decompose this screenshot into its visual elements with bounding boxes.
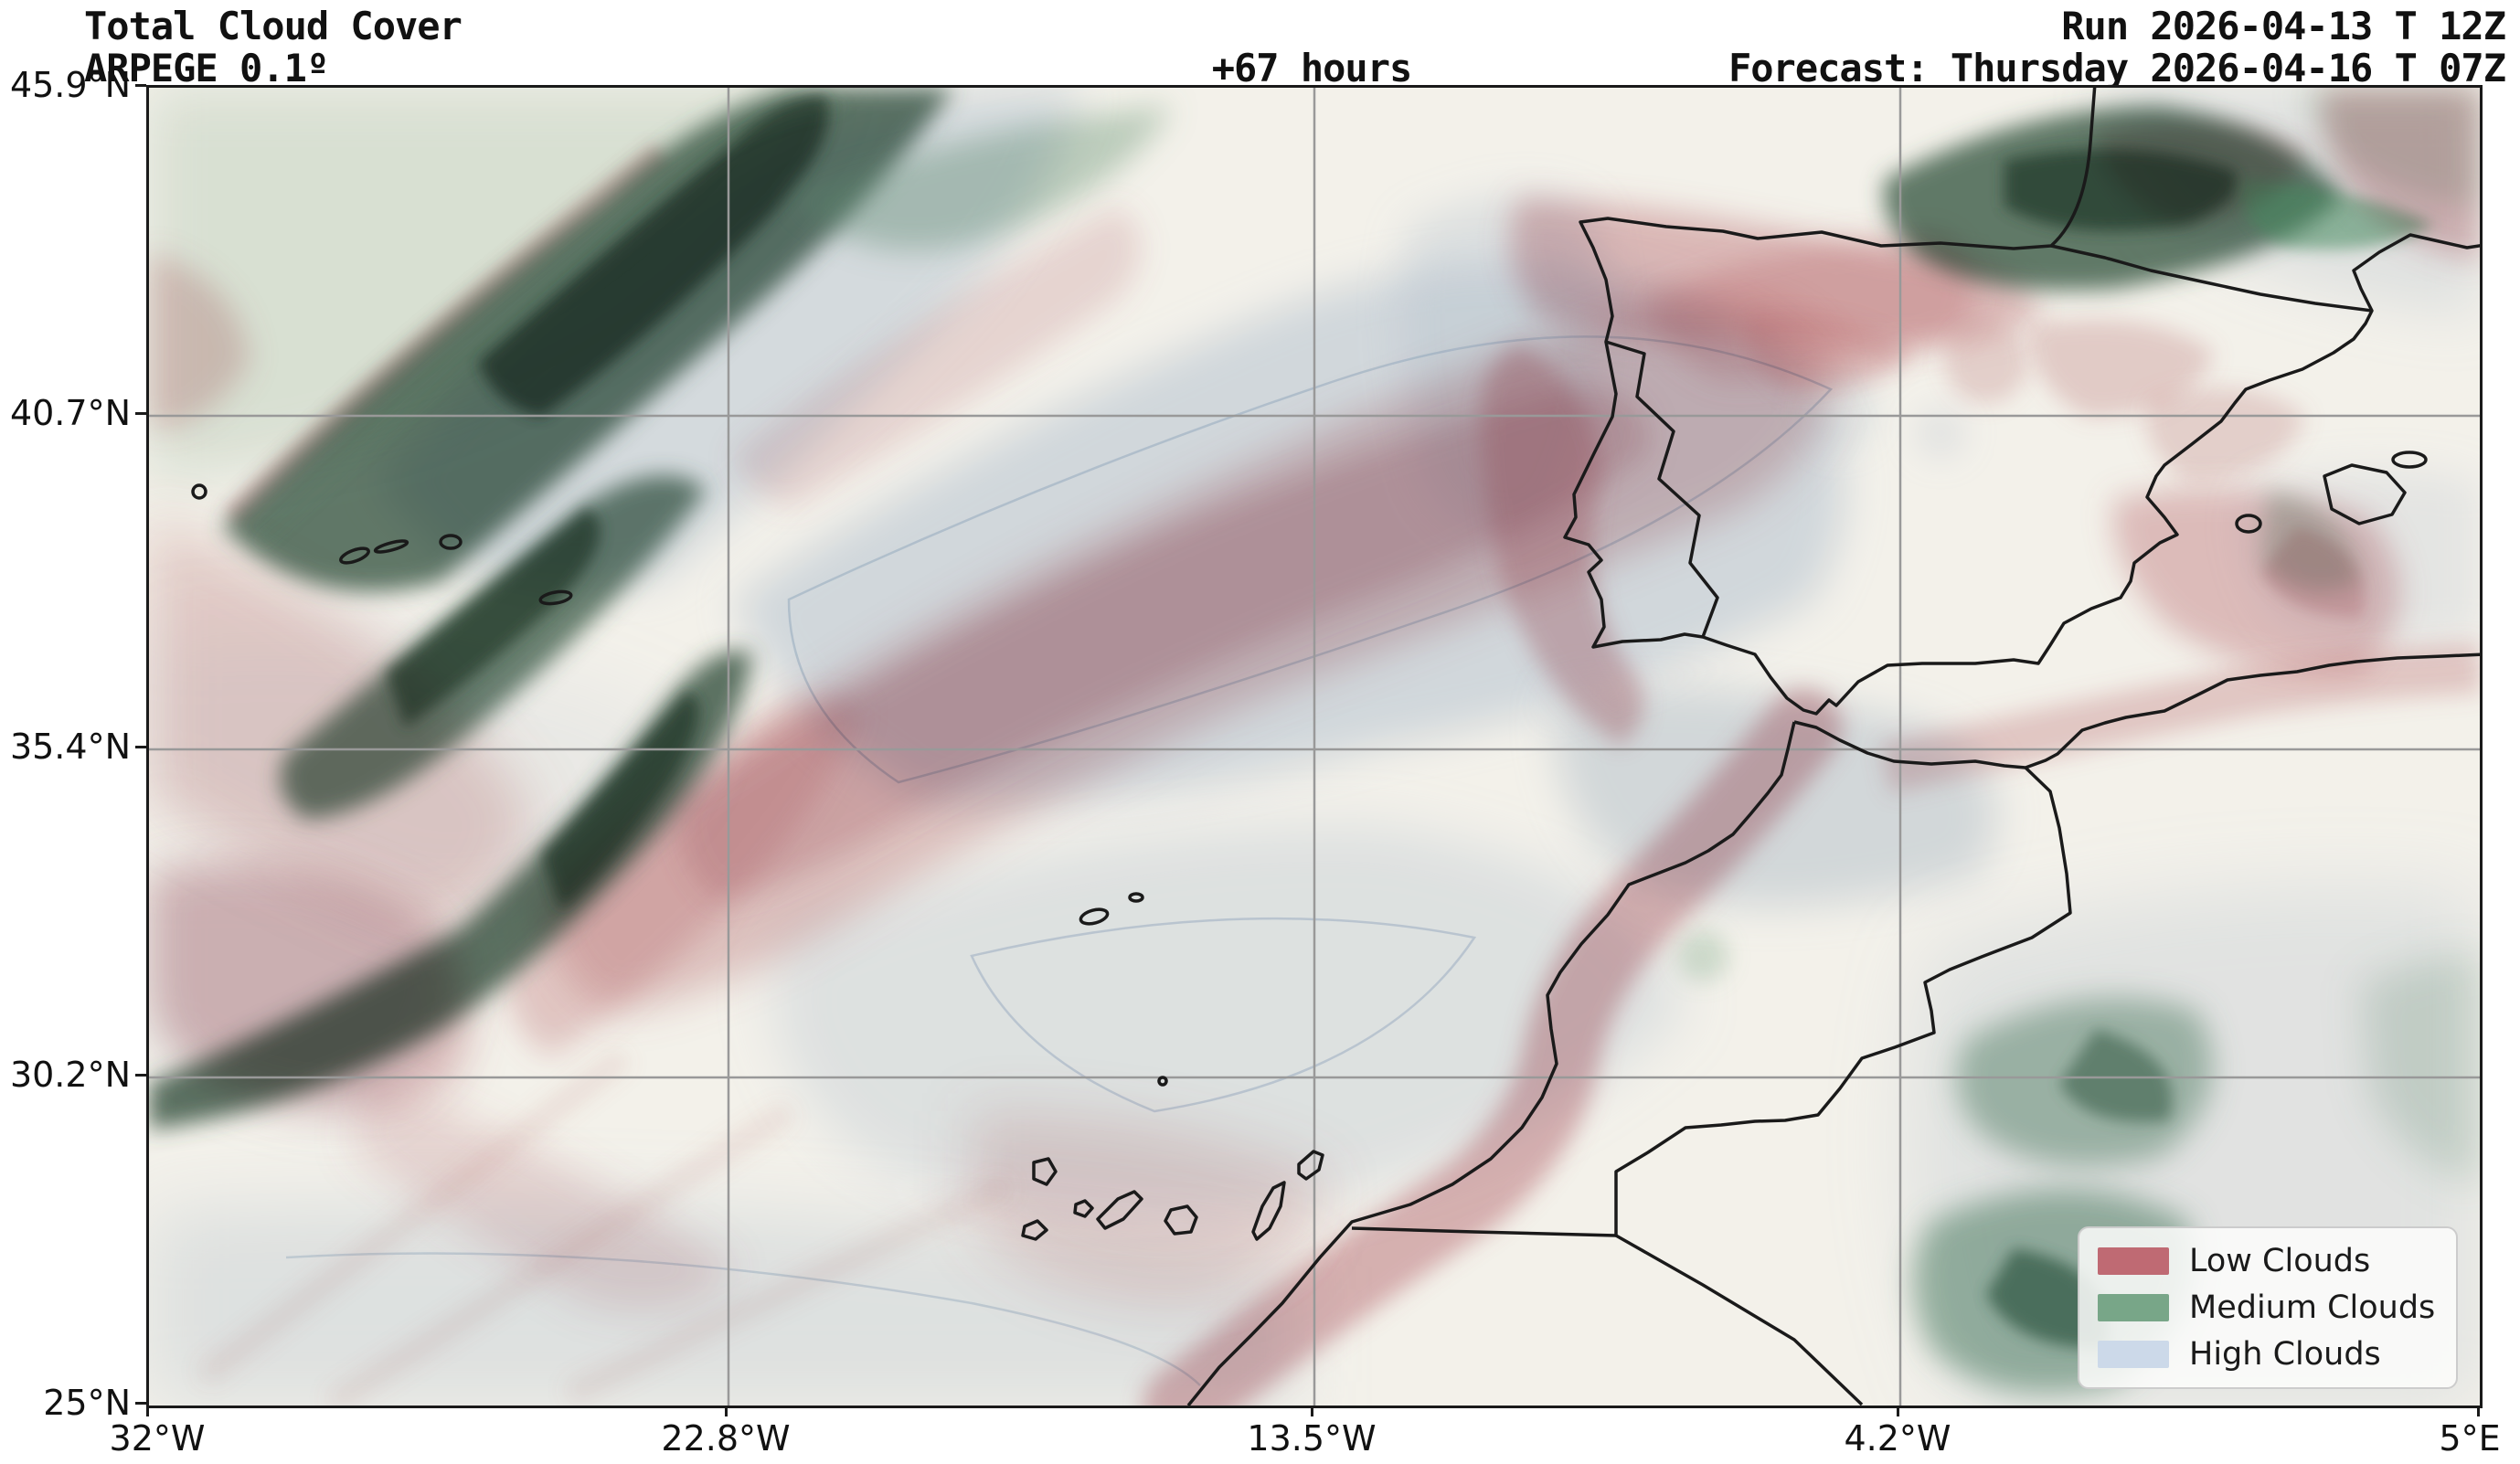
- x-tick-label: 13.5°W: [1247, 1418, 1377, 1459]
- legend-label: High Clouds: [2189, 1336, 2381, 1373]
- low-clouds-layer: [149, 88, 2480, 1406]
- y-tick-mark: [135, 412, 146, 415]
- cloud-cover-map: [149, 88, 2480, 1406]
- y-tick-mark: [135, 1074, 146, 1077]
- forecast-timestamp: Forecast: Thursday 2026-04-16 T 07Z: [1728, 46, 2506, 90]
- legend-label: Medium Clouds: [2189, 1289, 2436, 1326]
- y-tick-mark: [135, 84, 146, 87]
- medium-clouds-swatch: [2098, 1294, 2169, 1321]
- y-tick-mark: [135, 746, 146, 748]
- x-tick-mark: [1897, 1406, 1899, 1416]
- x-tick-label: 4.2°W: [1844, 1418, 1951, 1459]
- legend: Low Clouds Medium Clouds High Clouds: [2078, 1226, 2458, 1389]
- x-tick-mark: [1311, 1406, 1313, 1416]
- graticule: [149, 88, 2480, 1406]
- model-subtitle: ARPEGE 0.1º: [84, 46, 329, 90]
- x-tick-mark: [2477, 1406, 2480, 1416]
- x-tick-label: 32°W: [109, 1418, 206, 1459]
- map-title: Total Cloud Cover: [84, 4, 463, 48]
- y-tick-label: 25°N: [43, 1383, 131, 1423]
- x-tick-label: 5°E: [2439, 1418, 2501, 1459]
- y-tick-label: 45.9°N: [9, 65, 131, 105]
- y-tick-label: 35.4°N: [9, 727, 131, 767]
- low-clouds-swatch: [2098, 1247, 2169, 1275]
- x-tick-mark: [725, 1406, 728, 1416]
- y-tick-label: 40.7°N: [9, 393, 131, 433]
- legend-item-low-clouds: Low Clouds: [2098, 1241, 2438, 1281]
- x-tick-mark: [146, 1406, 149, 1416]
- y-tick-mark: [135, 1402, 146, 1405]
- x-tick-label: 22.8°W: [661, 1418, 791, 1459]
- coastlines: [191, 88, 2480, 1406]
- lead-time-label: +67 hours: [1211, 46, 1413, 90]
- medium-clouds-layer: [149, 88, 2480, 1394]
- legend-label: Low Clouds: [2189, 1243, 2371, 1279]
- y-tick-label: 30.2°N: [9, 1055, 131, 1095]
- high-clouds-swatch: [2098, 1341, 2169, 1368]
- run-timestamp: Run 2026-04-13 T 12Z: [2061, 4, 2506, 48]
- legend-item-medium-clouds: Medium Clouds: [2098, 1288, 2438, 1328]
- map-plot-area: [146, 85, 2483, 1408]
- legend-item-high-clouds: High Clouds: [2098, 1334, 2438, 1374]
